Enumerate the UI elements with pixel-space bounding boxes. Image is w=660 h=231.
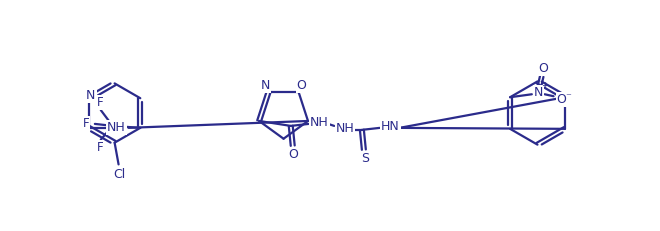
Text: O: O	[556, 93, 566, 106]
Text: N: N	[534, 86, 543, 99]
Text: NH: NH	[310, 116, 329, 129]
Text: Cl: Cl	[114, 168, 125, 181]
Text: +: +	[541, 81, 548, 90]
Text: F: F	[96, 96, 103, 109]
Text: F: F	[82, 117, 89, 130]
Text: O: O	[538, 62, 548, 75]
Text: HN: HN	[381, 120, 400, 133]
Text: O: O	[288, 148, 298, 161]
Text: NH: NH	[107, 121, 126, 134]
Text: ⁻: ⁻	[566, 92, 572, 102]
Text: O: O	[297, 79, 306, 92]
Text: NH: NH	[336, 122, 354, 135]
Text: S: S	[361, 152, 369, 165]
Text: F: F	[96, 141, 103, 154]
Text: N: N	[261, 79, 270, 92]
Text: N: N	[86, 89, 96, 102]
